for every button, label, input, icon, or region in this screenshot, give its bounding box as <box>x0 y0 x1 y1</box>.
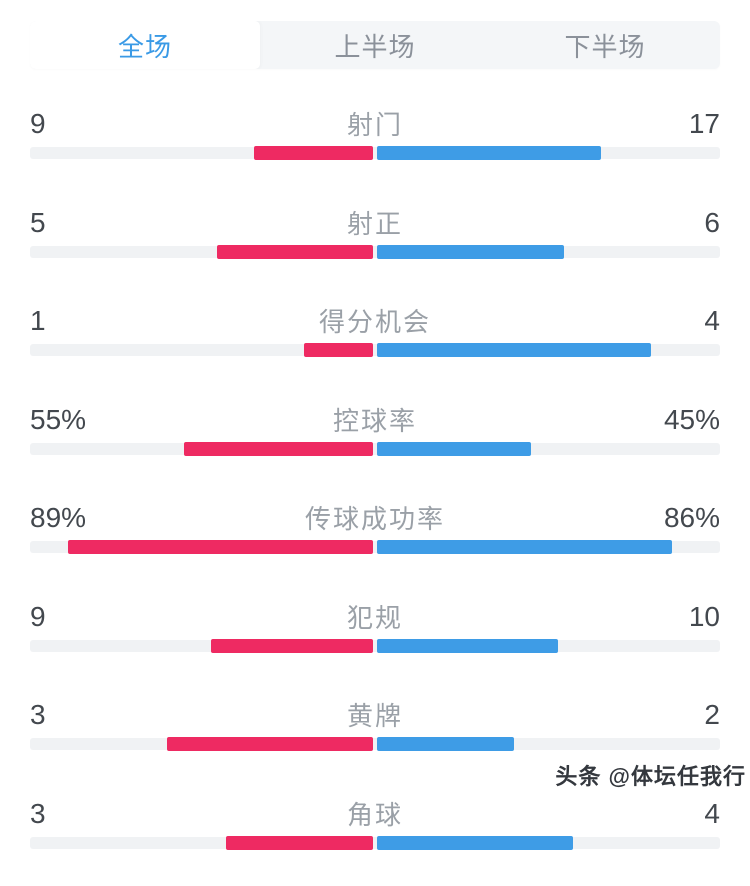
stat-line: 5 射正 6 <box>30 209 720 237</box>
stat-line: 55% 控球率 45% <box>30 406 720 434</box>
away-value: 86% <box>664 504 720 532</box>
away-value: 10 <box>689 603 720 631</box>
tab-second-half[interactable]: 下半场 <box>490 21 720 69</box>
stat-line: 89% 传球成功率 86% <box>30 504 720 532</box>
stat-bar <box>30 737 720 751</box>
home-value: 3 <box>30 701 46 729</box>
stat-label: 传球成功率 <box>305 506 445 532</box>
stat-label: 黄牌 <box>347 703 403 729</box>
bar-track <box>30 443 720 455</box>
home-bar-fill <box>226 836 373 850</box>
stat-row-big-chances: 1 得分机会 4 <box>30 307 720 394</box>
away-bar-fill <box>377 245 564 259</box>
home-value: 9 <box>30 603 46 631</box>
tab-full-match[interactable]: 全场 <box>30 21 260 69</box>
home-value: 5 <box>30 209 46 237</box>
home-bar-fill <box>167 737 373 751</box>
bar-track <box>30 738 720 750</box>
stat-label: 射正 <box>347 211 403 237</box>
stat-label: 得分机会 <box>319 309 431 335</box>
home-value: 3 <box>30 800 46 828</box>
stat-bar <box>30 146 720 160</box>
away-bar-fill <box>377 540 672 554</box>
stat-line: 3 角球 4 <box>30 800 720 828</box>
home-bar-fill <box>217 245 373 259</box>
stat-bar <box>30 639 720 653</box>
home-value: 1 <box>30 307 46 335</box>
stat-bar <box>30 343 720 357</box>
stat-line: 3 黄牌 2 <box>30 701 720 729</box>
stat-line: 1 得分机会 4 <box>30 307 720 335</box>
stat-label: 犯规 <box>347 605 403 631</box>
stat-label: 射门 <box>347 112 403 138</box>
home-value: 89% <box>30 504 86 532</box>
toutiao-watermark: 头条 @体坛任我行 <box>555 759 746 791</box>
stat-label: 控球率 <box>333 408 417 434</box>
away-value: 4 <box>704 307 720 335</box>
bar-track <box>30 147 720 159</box>
away-value: 45% <box>664 406 720 434</box>
away-value: 2 <box>704 701 720 729</box>
home-value: 55% <box>30 406 86 434</box>
stat-line: 9 射门 17 <box>30 110 720 138</box>
away-bar-fill <box>377 836 573 850</box>
stat-row-pass-accuracy: 89% 传球成功率 86% <box>30 504 720 591</box>
away-bar-fill <box>377 639 558 653</box>
period-tabbar: 全场 上半场 下半场 <box>30 21 720 69</box>
stat-bar <box>30 245 720 259</box>
home-bar-fill <box>184 442 373 456</box>
home-bar-fill <box>68 540 373 554</box>
stat-row-fouls: 9 犯规 10 <box>30 603 720 690</box>
stat-row-possession: 55% 控球率 45% <box>30 406 720 493</box>
stat-bar <box>30 836 720 850</box>
stat-bar <box>30 442 720 456</box>
bar-track <box>30 246 720 258</box>
away-bar-fill <box>377 343 651 357</box>
stat-row-shots: 9 射门 17 <box>30 110 720 197</box>
stat-row-corners: 3 角球 4 <box>30 800 720 886</box>
stat-label: 角球 <box>347 802 403 828</box>
home-bar-fill <box>254 146 373 160</box>
away-value: 17 <box>689 110 720 138</box>
home-value: 9 <box>30 110 46 138</box>
home-bar-fill <box>304 343 373 357</box>
stat-line: 9 犯规 10 <box>30 603 720 631</box>
bar-track <box>30 640 720 652</box>
away-bar-fill <box>377 442 531 456</box>
away-bar-fill <box>377 146 601 160</box>
away-bar-fill <box>377 737 514 751</box>
away-value: 4 <box>704 800 720 828</box>
tab-first-half[interactable]: 上半场 <box>260 21 490 69</box>
stat-bar <box>30 540 720 554</box>
away-value: 6 <box>704 209 720 237</box>
stat-row-shots-on-target: 5 射正 6 <box>30 209 720 296</box>
home-bar-fill <box>211 639 373 653</box>
bar-track <box>30 837 720 849</box>
